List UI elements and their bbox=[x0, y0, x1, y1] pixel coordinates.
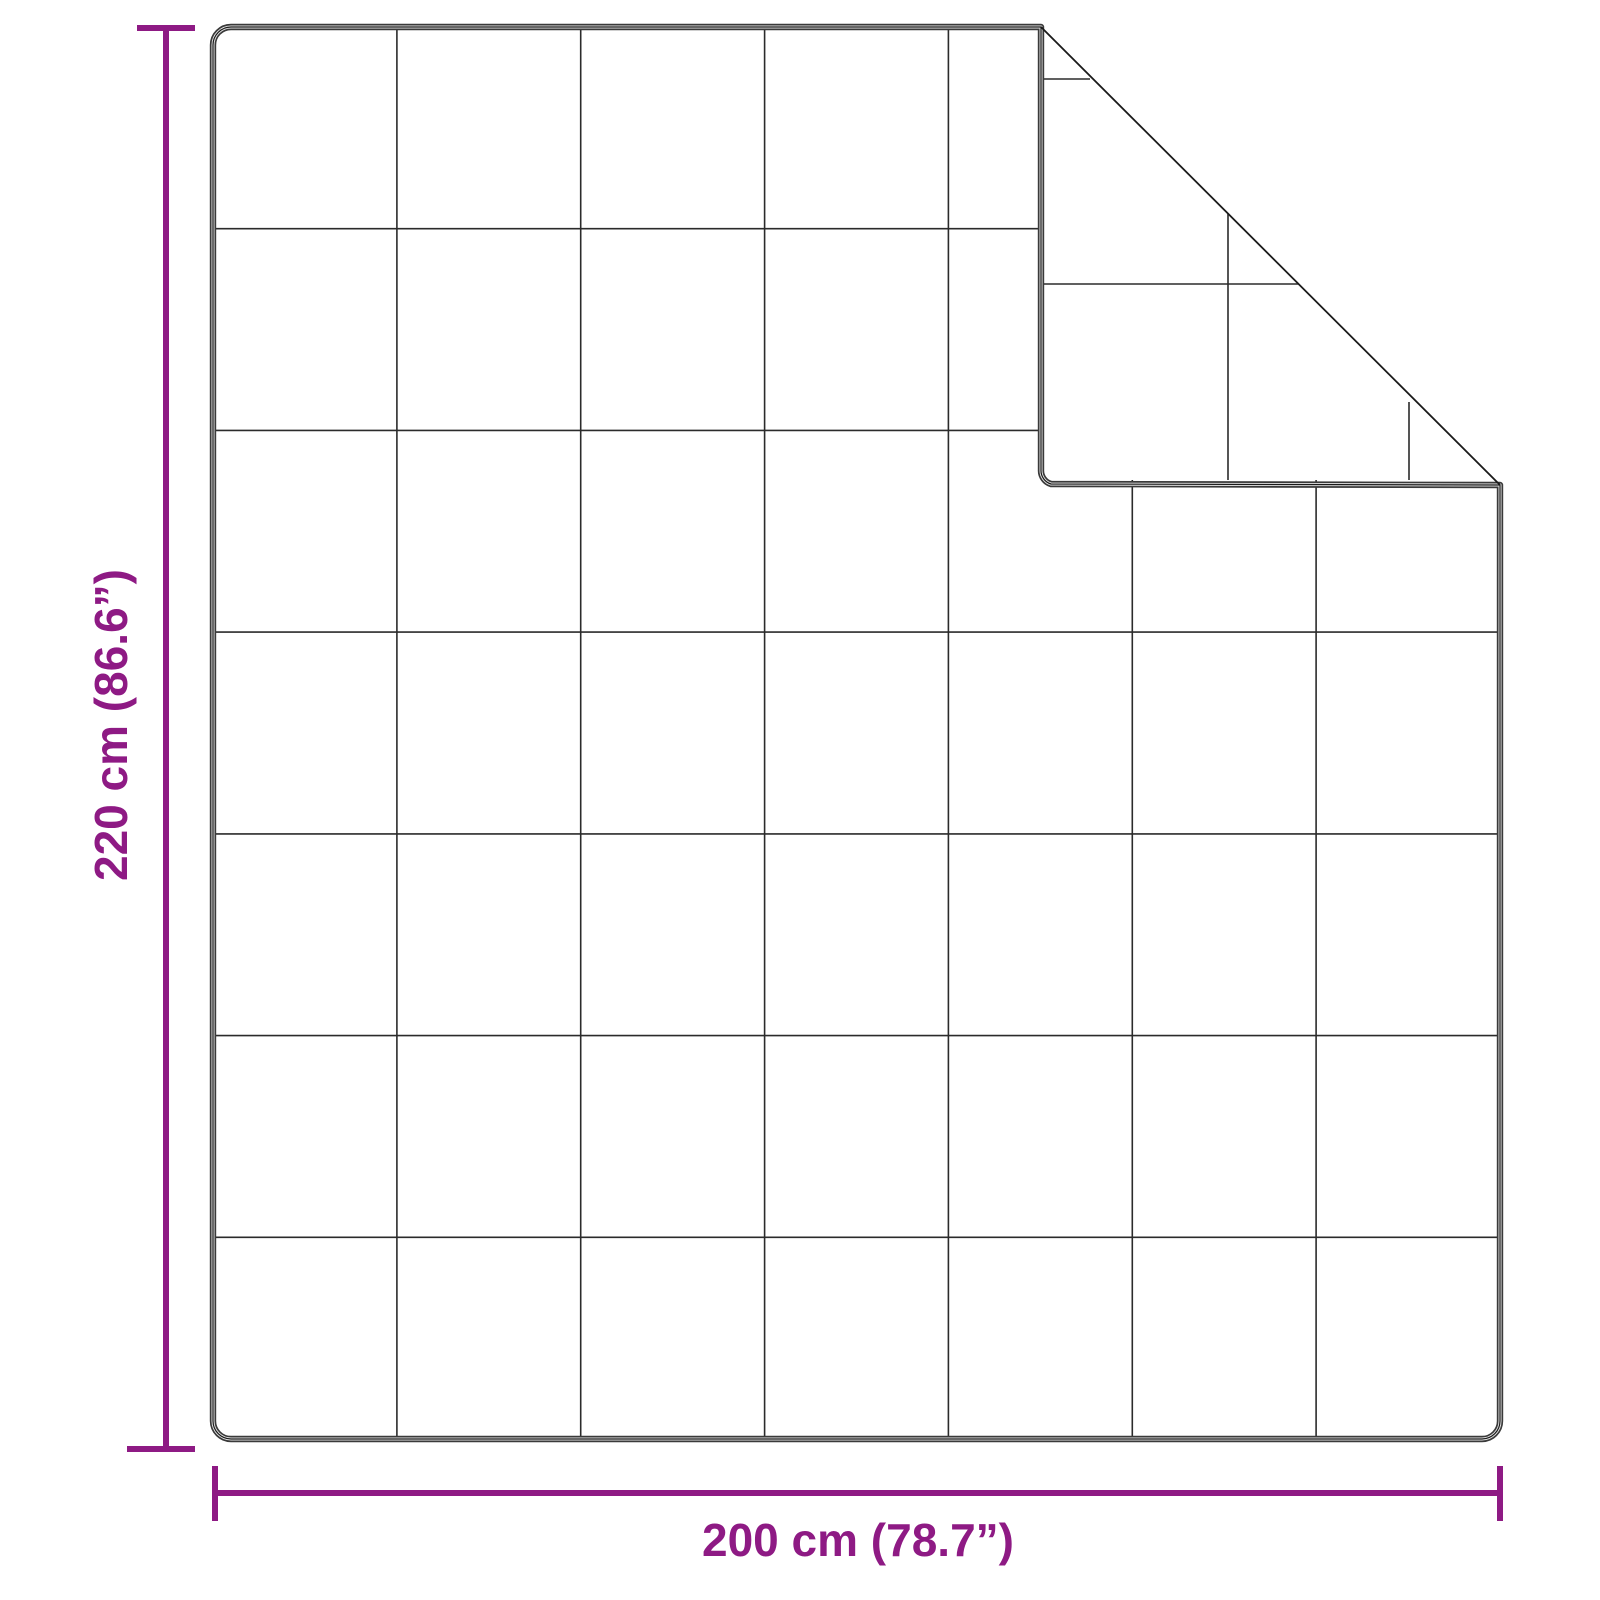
svg-text:220 cm (86.6”): 220 cm (86.6”) bbox=[85, 569, 137, 881]
svg-text:200 cm (78.7”): 200 cm (78.7”) bbox=[702, 1514, 1014, 1566]
